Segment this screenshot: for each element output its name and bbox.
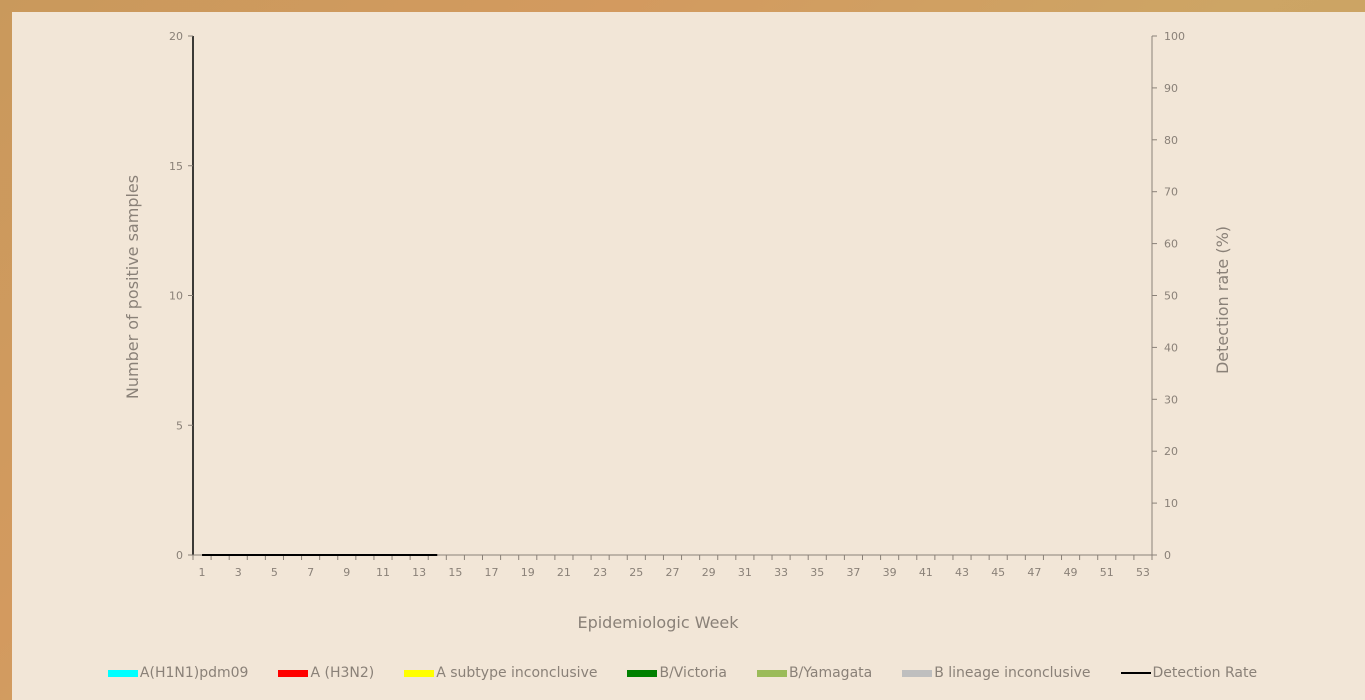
- x-tick-label: 51: [1100, 566, 1114, 579]
- x-tick-label: 31: [738, 566, 752, 579]
- legend-swatch: [627, 669, 658, 677]
- x-tick-label: 23: [593, 566, 607, 579]
- legend-label: B/Victoria: [659, 665, 727, 681]
- y2-axis-title: Detection rate (%): [1213, 226, 1232, 374]
- legend-swatch: [107, 669, 138, 677]
- legend-item[interactable]: A(H1N1)pdm09: [107, 665, 249, 681]
- legend-item[interactable]: B/Victoria: [627, 665, 727, 681]
- x-tick-label: 39: [883, 566, 897, 579]
- x-tick-label: 37: [846, 566, 860, 579]
- legend-item[interactable]: B/Yamagata: [756, 665, 873, 681]
- x-tick-label: 17: [485, 566, 499, 579]
- x-tick-label: 13: [412, 566, 426, 579]
- x-tick-label: 5: [271, 566, 278, 579]
- x-tick-label: 45: [991, 566, 1005, 579]
- x-tick-label: 35: [810, 566, 824, 579]
- x-tick-label: 27: [666, 566, 680, 579]
- chart-panel: [12, 12, 1365, 700]
- y2-tick-label: 30: [1164, 393, 1178, 406]
- legend-swatch: [756, 669, 787, 677]
- y2-tick-label: 100: [1164, 30, 1185, 43]
- y-tick-label: 0: [176, 549, 183, 562]
- legend-item[interactable]: A subtype inconclusive: [404, 665, 597, 681]
- y-axis-title: Number of positive samples: [123, 175, 142, 399]
- x-tick-label: 25: [629, 566, 643, 579]
- legend-swatch: [404, 669, 435, 677]
- legend-item[interactable]: Detection Rate: [1120, 665, 1258, 681]
- y2-tick-label: 80: [1164, 134, 1178, 147]
- y2-tick-label: 70: [1164, 186, 1178, 199]
- legend-label: B lineage inconclusive: [934, 665, 1091, 681]
- x-tick-label: 9: [343, 566, 350, 579]
- x-tick-label: 21: [557, 566, 571, 579]
- legend: A(H1N1)pdm09 A (H3N2) A subtype inconclusi…: [0, 663, 1365, 683]
- legend-swatch: [1120, 672, 1151, 674]
- y2-tick-label: 40: [1164, 341, 1178, 354]
- x-tick-label: 11: [376, 566, 390, 579]
- y-tick-label: 5: [176, 419, 183, 432]
- x-tick-label: 53: [1136, 566, 1150, 579]
- legend-label: Detection Rate: [1152, 665, 1258, 681]
- y2-tick-label: 50: [1164, 290, 1178, 303]
- y2-tick-label: 20: [1164, 445, 1178, 458]
- legend-label: A(H1N1)pdm09: [139, 665, 249, 681]
- y-tick-label: 20: [169, 30, 183, 43]
- x-axis-title: Epidemiologic Week: [577, 613, 739, 632]
- legend-label: B/Yamagata: [788, 665, 873, 681]
- x-tick-label: 29: [702, 566, 716, 579]
- legend-label: A (H3N2): [310, 665, 375, 681]
- x-tick-label: 7: [307, 566, 314, 579]
- legend-item[interactable]: B lineage inconclusive: [902, 665, 1091, 681]
- x-tick-label: 49: [1064, 566, 1078, 579]
- legend-label: A subtype inconclusive: [436, 665, 598, 681]
- y-tick-label: 10: [169, 290, 183, 303]
- x-tick-label: 3: [235, 566, 242, 579]
- y2-tick-label: 0: [1164, 549, 1171, 562]
- legend-swatch: [902, 669, 933, 677]
- legend-swatch: [278, 669, 309, 677]
- x-tick-label: 41: [919, 566, 933, 579]
- x-tick-label: 43: [955, 566, 969, 579]
- x-tick-label: 19: [521, 566, 535, 579]
- x-tick-label: 33: [774, 566, 788, 579]
- y2-tick-label: 10: [1164, 497, 1178, 510]
- y2-tick-label: 60: [1164, 238, 1178, 251]
- x-tick-label: 47: [1027, 566, 1041, 579]
- x-tick-label: 15: [448, 566, 462, 579]
- y-tick-label: 15: [169, 160, 183, 173]
- y2-tick-label: 90: [1164, 82, 1178, 95]
- x-tick-label: 1: [199, 566, 206, 579]
- legend-item[interactable]: A (H3N2): [278, 665, 374, 681]
